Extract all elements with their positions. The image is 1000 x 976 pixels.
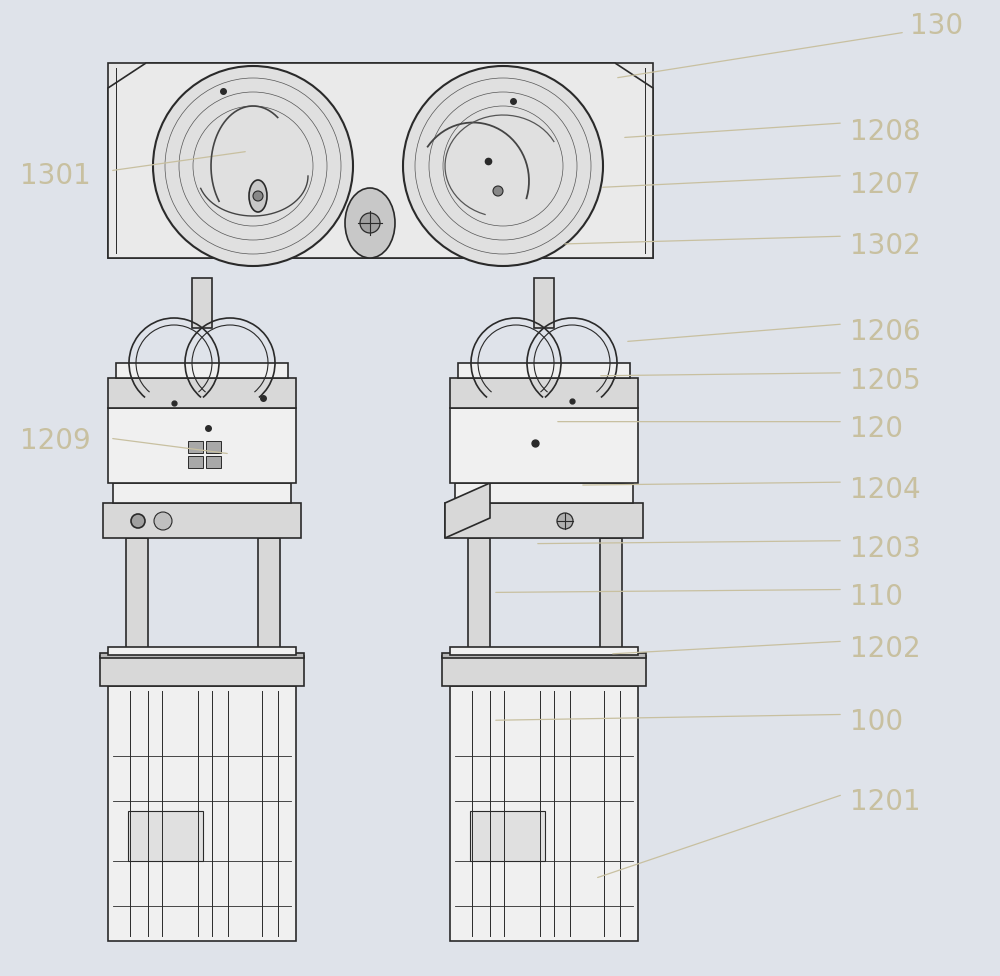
Bar — [455, 483, 633, 503]
Text: 120: 120 — [850, 416, 903, 443]
Circle shape — [253, 191, 263, 201]
Circle shape — [153, 66, 353, 266]
Text: 1207: 1207 — [850, 172, 921, 199]
Polygon shape — [445, 483, 490, 538]
Bar — [442, 656, 646, 686]
Bar — [108, 686, 296, 941]
Ellipse shape — [345, 188, 395, 258]
Text: 1302: 1302 — [850, 232, 921, 260]
Polygon shape — [443, 131, 543, 201]
Text: 1208: 1208 — [850, 118, 921, 145]
Bar — [126, 538, 148, 653]
Circle shape — [403, 66, 603, 266]
Bar — [188, 441, 203, 453]
Circle shape — [557, 513, 573, 529]
Text: 100: 100 — [850, 709, 903, 736]
Text: 1202: 1202 — [850, 635, 921, 663]
Bar — [450, 686, 638, 941]
Text: 1301: 1301 — [20, 162, 91, 189]
Bar — [113, 483, 291, 503]
Bar — [188, 456, 203, 468]
Bar — [450, 378, 638, 408]
Bar — [103, 503, 301, 538]
Bar — [108, 63, 653, 258]
Text: 1206: 1206 — [850, 318, 921, 346]
Circle shape — [360, 213, 380, 233]
Circle shape — [154, 512, 172, 530]
Bar — [206, 456, 221, 468]
Bar — [258, 538, 280, 653]
Bar — [108, 647, 296, 655]
Text: 1201: 1201 — [850, 789, 921, 816]
Circle shape — [131, 514, 145, 528]
Text: 1209: 1209 — [20, 427, 91, 455]
Bar — [458, 363, 630, 378]
Bar — [468, 538, 490, 653]
Bar — [534, 278, 554, 328]
Bar — [100, 653, 304, 658]
Text: 1203: 1203 — [850, 535, 921, 562]
Bar — [128, 811, 203, 861]
Bar — [470, 811, 545, 861]
Text: 1204: 1204 — [850, 476, 921, 504]
Bar — [108, 378, 296, 408]
Text: 1205: 1205 — [850, 367, 921, 394]
Bar — [108, 408, 296, 483]
Text: 130: 130 — [910, 13, 963, 40]
Bar — [206, 441, 221, 453]
Bar — [600, 538, 622, 653]
Circle shape — [493, 186, 503, 196]
Bar — [442, 653, 646, 658]
Bar — [192, 278, 212, 328]
Bar — [445, 503, 643, 538]
Bar — [450, 647, 638, 655]
Text: 110: 110 — [850, 584, 903, 611]
Ellipse shape — [249, 180, 267, 212]
Polygon shape — [108, 63, 653, 258]
Bar — [450, 408, 638, 483]
Bar — [116, 363, 288, 378]
Bar — [100, 656, 304, 686]
